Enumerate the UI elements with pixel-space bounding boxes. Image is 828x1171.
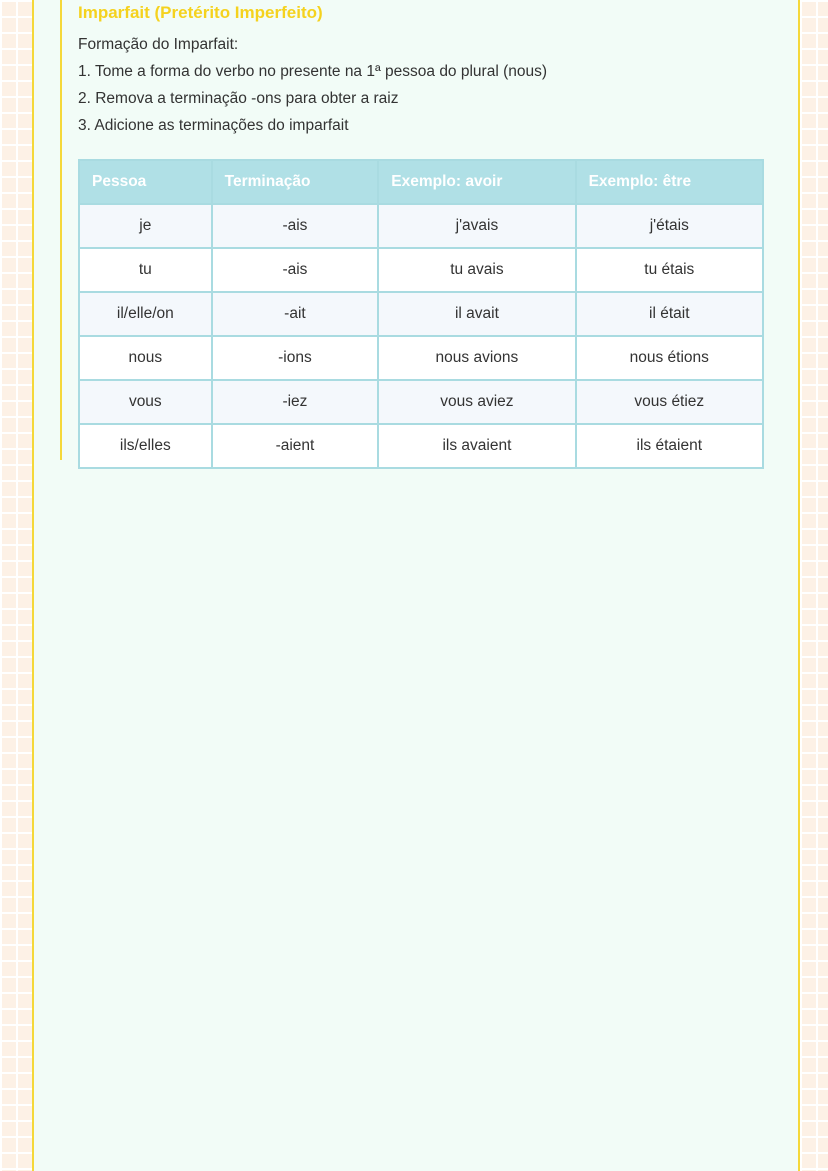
section-title: Imparfait (Pretérito Imperfeito) xyxy=(78,3,323,22)
table-cell: j'étais xyxy=(574,203,765,249)
table-cell: vous aviez xyxy=(377,379,577,425)
imparfait-section: Imparfait (Pretérito Imperfeito) Formaçã… xyxy=(60,0,765,469)
conjugation-table: Pessoa Terminação Exemplo: avoir Exemplo… xyxy=(78,159,765,469)
table-cell: -ions xyxy=(210,335,380,381)
step-3: 3. Adicione as terminações do imparfait xyxy=(78,117,349,134)
table-cell: vous xyxy=(78,379,213,425)
table-cell: tu étais xyxy=(574,247,765,293)
table-row: je -ais j'avais j'étais xyxy=(78,203,765,249)
header-terminacao: Terminação xyxy=(210,159,380,205)
header-pessoa: Pessoa xyxy=(78,159,213,205)
table-cell: -ait xyxy=(210,291,380,337)
table-cell: ils étaient xyxy=(574,423,765,469)
table-row: nous -ions nous avions nous étions xyxy=(78,335,765,381)
table-cell: j'avais xyxy=(377,203,577,249)
table-row: tu -ais tu avais tu étais xyxy=(78,247,765,293)
table-cell: -ais xyxy=(210,247,380,293)
table-cell: il était xyxy=(574,291,765,337)
step-1: 1. Tome a forma do verbo no presente na … xyxy=(78,63,548,80)
table-cell: ils avaient xyxy=(377,423,577,469)
table-row: vous -iez vous aviez vous étiez xyxy=(78,379,765,425)
table-cell: ils/elles xyxy=(78,423,213,469)
table-cell: tu xyxy=(78,247,213,293)
table-cell: -aient xyxy=(210,423,380,469)
table-cell: nous xyxy=(78,335,213,381)
table-row: ils/elles -aient ils avaient ils étaient xyxy=(78,423,765,469)
header-avoir: Exemplo: avoir xyxy=(377,159,577,205)
table-row: il/elle/on -ait il avait il était xyxy=(78,291,765,337)
table-cell: je xyxy=(78,203,213,249)
page: Imparfait (Pretérito Imperfeito) Formaçã… xyxy=(32,0,800,1171)
intro-text: Formação do Imparfait: xyxy=(78,36,239,53)
table-cell: il avait xyxy=(377,291,577,337)
table-cell: -ais xyxy=(210,203,380,249)
table-cell: -iez xyxy=(210,379,380,425)
step-2: 2. Remova a terminação -ons para obter a… xyxy=(78,90,399,107)
table-header-row: Pessoa Terminação Exemplo: avoir Exemplo… xyxy=(78,159,765,205)
table-cell: nous étions xyxy=(574,335,765,381)
table-cell: tu avais xyxy=(377,247,577,293)
table-cell: vous étiez xyxy=(574,379,765,425)
header-etre: Exemplo: être xyxy=(574,159,765,205)
table-cell: nous avions xyxy=(377,335,577,381)
table-cell: il/elle/on xyxy=(78,291,213,337)
